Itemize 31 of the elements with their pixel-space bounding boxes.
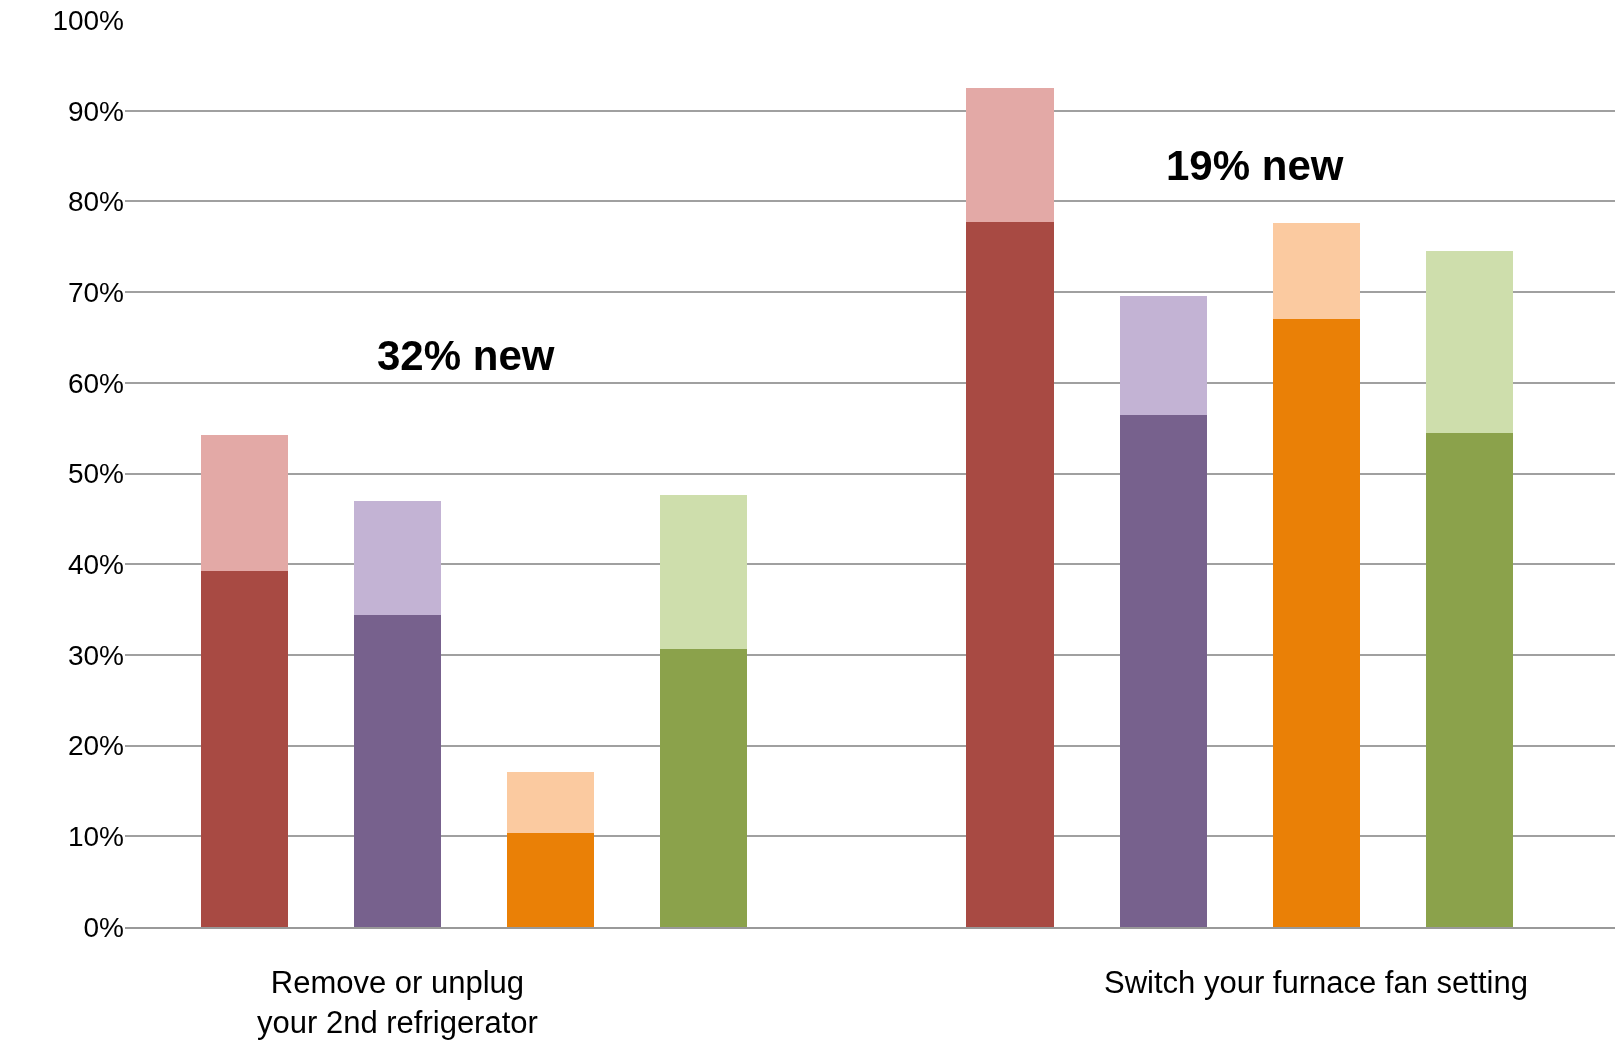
y-tick-label: 50% xyxy=(67,458,124,490)
y-tick-label: 70% xyxy=(67,276,124,308)
bar xyxy=(966,88,1054,223)
bar xyxy=(1425,432,1514,927)
bar xyxy=(507,771,595,833)
annotation: 19% new xyxy=(1166,142,1344,189)
text: Switch your furnace fan setting xyxy=(1104,965,1528,1000)
y-tick-label: 60% xyxy=(67,367,124,399)
y-tick-label: 40% xyxy=(67,549,124,580)
y-tick-label: 10% xyxy=(67,821,124,853)
bar xyxy=(966,222,1054,927)
y-tick-label: 30% xyxy=(67,639,124,671)
bar xyxy=(200,435,289,572)
bar xyxy=(660,495,748,650)
bar xyxy=(1272,319,1361,927)
bar xyxy=(660,649,748,927)
bar xyxy=(1119,295,1207,415)
annotation: 32% new xyxy=(377,332,555,379)
y-tick-label: 0% xyxy=(83,911,124,943)
y-tick-label: 80% xyxy=(67,186,124,218)
bar xyxy=(507,832,595,927)
text: Remove or unplug your 2nd refrigerator xyxy=(257,965,538,1041)
bar xyxy=(1119,414,1207,927)
y-tick-label: 100% xyxy=(52,4,124,36)
bar xyxy=(353,614,442,927)
bar xyxy=(1425,251,1514,433)
bar xyxy=(200,571,289,927)
bar xyxy=(1272,223,1361,320)
y-tick-label: 20% xyxy=(67,730,124,762)
bar xyxy=(353,500,442,615)
y-tick-label: 90% xyxy=(67,95,124,127)
